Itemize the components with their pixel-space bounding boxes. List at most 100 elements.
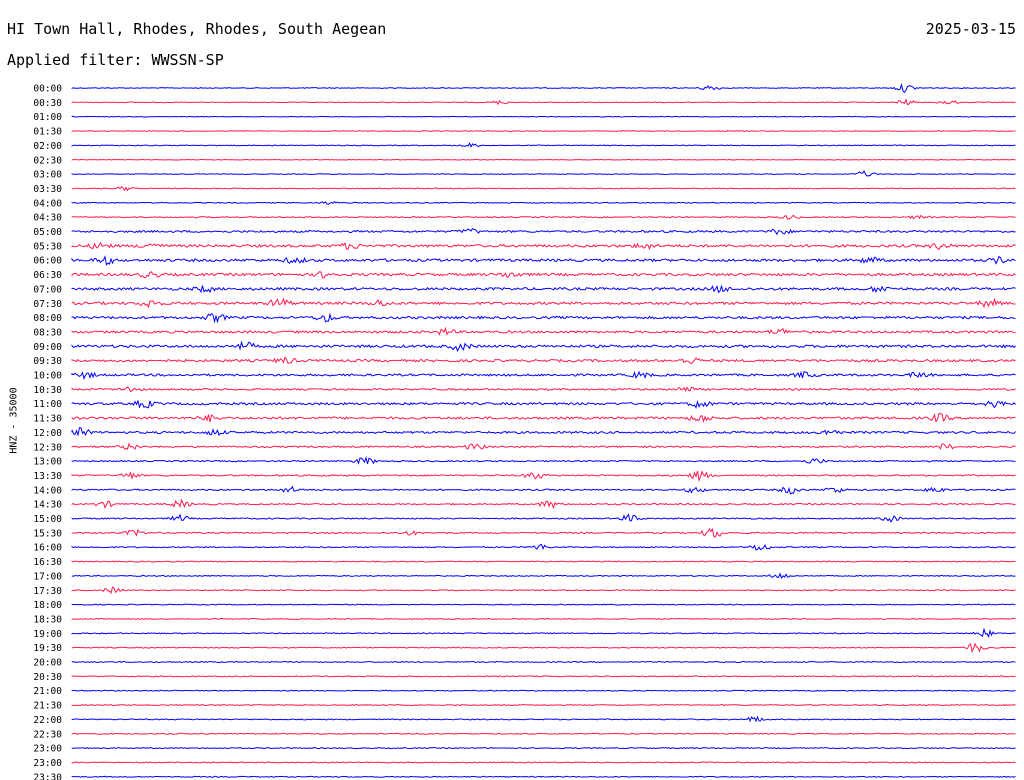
time-tick-label: 06:30 [33, 270, 62, 281]
seismic-trace [71, 115, 1016, 118]
seismic-trace [71, 412, 1016, 424]
seismic-trace [71, 82, 1016, 93]
time-tick-label: 10:30 [33, 385, 62, 396]
seismic-trace [71, 603, 1016, 606]
seismic-trace [71, 185, 1016, 192]
seismic-trace [71, 370, 1016, 381]
seismic-trace [71, 627, 1016, 639]
time-tick-label: 11:00 [33, 399, 62, 410]
seismic-trace [71, 642, 1016, 654]
time-tick-label: 20:00 [33, 658, 62, 669]
seismic-trace [71, 660, 1016, 664]
time-tick-label: 09:30 [33, 356, 62, 367]
station-title: HI Town Hall, Rhodes, Rhodes, South Aege… [7, 20, 387, 38]
seismic-trace [71, 455, 1016, 465]
seismic-trace [71, 326, 1016, 336]
seismic-trace [71, 543, 1016, 551]
time-tick-label: 15:00 [33, 514, 62, 525]
seismic-trace [71, 560, 1016, 563]
seismic-trace [71, 442, 1016, 450]
seismic-trace [71, 527, 1016, 538]
time-tick-label: 19:00 [33, 629, 62, 640]
time-tick-label: 22:30 [33, 729, 62, 740]
seismic-trace [71, 386, 1016, 393]
time-tick-label: 05:30 [33, 241, 62, 252]
time-tick-label: 03:00 [33, 170, 62, 181]
seismic-trace [71, 689, 1016, 692]
seismic-trace [71, 704, 1016, 707]
time-tick-label: 17:00 [33, 571, 62, 582]
time-tick-label: 14:30 [33, 500, 62, 511]
seismic-trace [71, 775, 1016, 778]
time-tick-label: 08:00 [33, 313, 62, 324]
time-tick-label: 01:30 [33, 127, 62, 138]
time-tick-label: 12:00 [33, 428, 62, 439]
time-tick-label: 23:00 [33, 758, 62, 769]
seismic-trace [71, 675, 1016, 678]
time-tick-label: 11:30 [33, 414, 62, 425]
time-tick-label: 16:30 [33, 557, 62, 568]
seismic-trace [71, 485, 1016, 495]
seismic-trace [71, 427, 1016, 437]
filter-label: Applied filter: WWSSN-SP [7, 51, 224, 69]
seismic-trace [71, 98, 1016, 106]
seismic-trace [71, 271, 1016, 279]
seismic-trace [71, 297, 1016, 309]
seismic-trace [71, 498, 1016, 510]
seismic-trace [71, 284, 1016, 294]
time-tick-label: 12:30 [33, 442, 62, 453]
seismic-trace [71, 572, 1016, 580]
time-tick-label: 15:30 [33, 528, 62, 539]
seismic-trace [71, 142, 1016, 148]
time-tick-label: 18:00 [33, 600, 62, 611]
time-tick-label: 18:30 [33, 614, 62, 625]
time-tick-label: 00:30 [33, 98, 62, 109]
date-label: 2025-03-15 [925, 20, 1016, 38]
time-tick-label: 22:00 [33, 715, 62, 726]
time-tick-label: 07:30 [33, 299, 62, 310]
time-tick-label: 21:00 [33, 686, 62, 697]
seismic-trace [71, 227, 1016, 236]
time-tick-label: 13:30 [33, 471, 62, 482]
seismic-trace [71, 761, 1016, 764]
time-tick-label: 20:30 [33, 672, 62, 683]
time-tick-label: 10:00 [33, 371, 62, 382]
seismic-trace [71, 312, 1016, 324]
seismic-trace [71, 586, 1016, 595]
time-tick-label: 07:00 [33, 284, 62, 295]
time-tick-label: 16:00 [33, 543, 62, 554]
seismic-trace [71, 130, 1016, 132]
time-tick-label: 09:00 [33, 342, 62, 353]
seismic-trace [71, 158, 1016, 161]
time-tick-label: 04:30 [33, 213, 62, 224]
time-tick-label: 08:30 [33, 327, 62, 338]
seismic-trace [71, 200, 1016, 205]
time-tick-label: 14:00 [33, 485, 62, 496]
seismic-trace [71, 241, 1016, 251]
seismic-trace [71, 617, 1016, 620]
time-tick-label: 06:00 [33, 256, 62, 267]
seismic-trace [71, 340, 1016, 352]
time-tick-label: 19:30 [33, 643, 62, 654]
time-tick-label: 01:00 [33, 112, 62, 123]
time-tick-label: 00:00 [33, 84, 62, 95]
seismic-trace [71, 715, 1016, 723]
seismic-trace [71, 732, 1016, 735]
time-tick-label: 21:30 [33, 701, 62, 712]
seismic-trace [71, 255, 1016, 266]
time-tick-label: 13:00 [33, 457, 62, 468]
seismic-trace [71, 356, 1016, 365]
time-tick-label: 04:00 [33, 198, 62, 209]
seismic-trace [71, 470, 1016, 483]
seismic-trace [71, 513, 1016, 523]
time-tick-label: 05:00 [33, 227, 62, 238]
time-tick-label: 23:30 [33, 772, 62, 780]
seismic-trace [71, 399, 1016, 409]
time-tick-label: 02:30 [33, 155, 62, 166]
seismic-trace [71, 214, 1016, 220]
seismic-trace [71, 747, 1016, 750]
seismic-trace [71, 169, 1016, 177]
time-tick-label: 23:00 [33, 744, 62, 755]
time-tick-label: 03:30 [33, 184, 62, 195]
